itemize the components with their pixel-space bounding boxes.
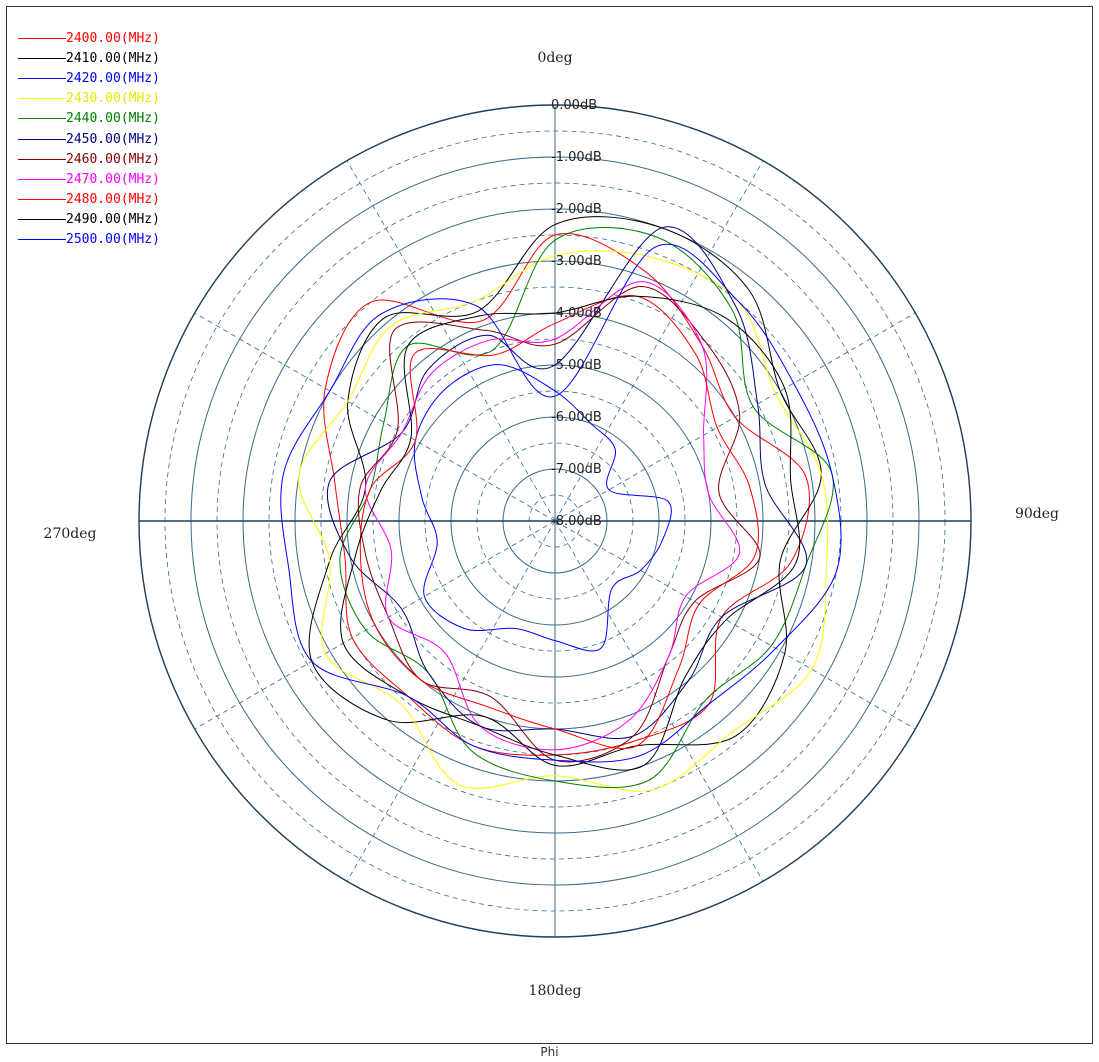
legend-item: 2400.00(MHz) xyxy=(18,28,160,48)
chart-frame xyxy=(6,6,1093,1044)
radial-tick-label: 0.00dB xyxy=(551,98,597,113)
legend-swatch xyxy=(18,158,66,160)
legend-item: 2440.00(MHz) xyxy=(18,109,160,129)
legend-label: 2450.00(MHz) xyxy=(66,131,160,147)
legend: 2400.00(MHz) 2410.00(MHz) 2420.00(MHz) 2430… xyxy=(18,28,160,250)
legend-swatch xyxy=(18,57,66,59)
legend-label: 2490.00(MHz) xyxy=(66,212,160,228)
radial-tick-label: -5.00dB xyxy=(551,358,602,373)
radial-tick-label: -4.00dB xyxy=(551,306,602,321)
spoke-dashed xyxy=(554,520,916,730)
legend-swatch xyxy=(18,239,66,241)
x-axis-label: Phi xyxy=(540,1045,559,1059)
radial-tick-label: -7.00dB xyxy=(551,462,602,477)
legend-swatch xyxy=(18,199,66,201)
legend-label: 2460.00(MHz) xyxy=(66,151,160,167)
series-line xyxy=(340,295,801,771)
legend-swatch xyxy=(18,77,66,79)
series-line xyxy=(298,250,829,792)
radial-tick-label: -1.00dB xyxy=(551,150,602,165)
series-line xyxy=(359,294,760,750)
legend-item: 2450.00(MHz) xyxy=(18,129,160,149)
legend-item: 2480.00(MHz) xyxy=(18,190,160,210)
legend-swatch xyxy=(18,219,66,221)
legend-swatch xyxy=(18,178,66,180)
series-line xyxy=(364,281,741,751)
legend-item: 2500.00(MHz) xyxy=(18,230,160,250)
angle-label: 90deg xyxy=(1015,506,1059,522)
legend-item: 2410.00(MHz) xyxy=(18,48,160,68)
spoke-dashed xyxy=(554,160,764,522)
radial-tick-label: -8.00dB xyxy=(551,514,602,529)
legend-swatch xyxy=(18,37,66,39)
legend-swatch xyxy=(18,98,66,100)
legend-label: 2440.00(MHz) xyxy=(66,111,160,127)
angle-label: 270deg xyxy=(44,526,97,542)
legend-label: 2430.00(MHz) xyxy=(66,91,160,107)
radial-tick-label: -6.00dB xyxy=(551,410,602,425)
series-line xyxy=(339,227,834,789)
legend-label: 2410.00(MHz) xyxy=(66,50,160,66)
series-line xyxy=(280,243,842,763)
legend-item: 2490.00(MHz) xyxy=(18,210,160,230)
legend-label: 2500.00(MHz) xyxy=(66,232,160,248)
spoke-dashed xyxy=(346,520,556,882)
spoke-dashed xyxy=(194,312,556,522)
spoke-dashed xyxy=(554,520,764,882)
legend-item: 2430.00(MHz) xyxy=(18,89,160,109)
series-line xyxy=(413,364,672,652)
series-line xyxy=(326,226,808,740)
legend-label: 2480.00(MHz) xyxy=(66,192,160,208)
spoke-dashed xyxy=(346,160,556,522)
legend-label: 2420.00(MHz) xyxy=(66,70,160,86)
radial-tick-label: -2.00dB xyxy=(551,202,602,217)
angle-label: 0deg xyxy=(537,50,572,66)
legend-label: 2400.00(MHz) xyxy=(66,30,160,46)
legend-item: 2420.00(MHz) xyxy=(18,68,160,88)
legend-swatch xyxy=(18,118,66,120)
legend-swatch xyxy=(18,138,66,140)
legend-item: 2460.00(MHz) xyxy=(18,149,160,169)
legend-item: 2470.00(MHz) xyxy=(18,169,160,189)
radial-tick-label: -3.00dB xyxy=(551,254,602,269)
legend-label: 2470.00(MHz) xyxy=(66,171,160,187)
angle-label: 180deg xyxy=(529,983,582,999)
